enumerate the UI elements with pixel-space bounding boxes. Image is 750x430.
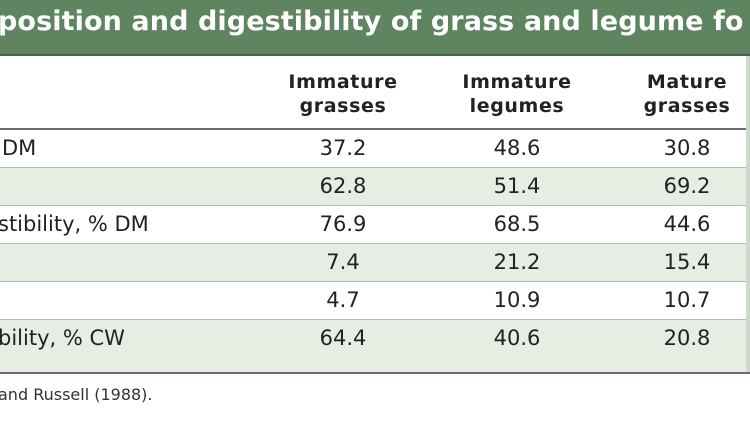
table-row: 7.4 21.2 15.4 (0, 244, 750, 282)
table-cell: 51.4 (493, 174, 541, 198)
table-cell: 15.4 (663, 250, 711, 274)
table-cell: 10.9 (493, 288, 541, 312)
column-header-line1: Immature (288, 71, 398, 93)
column-header-immature-legumes: Immature legumes (442, 70, 592, 118)
table-row: 62.8 51.4 69.2 (0, 168, 750, 206)
table-cell: 21.2 (493, 250, 541, 274)
table-cell: 4.7 (326, 288, 360, 312)
table-row: 4.7 10.9 10.7 (0, 282, 750, 320)
table-cell: 68.5 (493, 212, 541, 236)
table-cell: 48.6 (493, 136, 541, 160)
table-cell: 40.6 (493, 326, 541, 350)
table-row: stibility, % DM 76.9 68.5 44.6 (0, 206, 750, 244)
table-cell: 44.6 (663, 212, 711, 236)
table-cell: 69.2 (663, 174, 711, 198)
column-header-line2: grasses (299, 95, 387, 117)
column-header-line2: legumes (469, 95, 565, 117)
table-title: position and digestibility of grass and … (0, 6, 744, 37)
table-cell: 62.8 (319, 174, 367, 198)
column-header-line1: Mature (646, 71, 728, 93)
column-header-line1: Immature (462, 71, 572, 93)
table-header-row: Immature grasses Immature legumes Mature… (0, 56, 750, 130)
column-header-immature-grasses: Immature grasses (268, 70, 418, 118)
row-label: bility, % CW (0, 326, 125, 350)
table-footnote: and Russell (1988). (0, 385, 153, 404)
row-label: DM (2, 136, 37, 160)
table-cell: 10.7 (663, 288, 711, 312)
table-cell: 37.2 (319, 136, 367, 160)
table-cell: 20.8 (663, 326, 711, 350)
table-cell: 7.4 (326, 250, 360, 274)
table-cell: 76.9 (319, 212, 367, 236)
column-header-line2: grasses (643, 95, 731, 117)
table-row: DM 37.2 48.6 30.8 (0, 130, 750, 168)
row-label: stibility, % DM (0, 212, 149, 236)
table-row: bility, % CW 64.4 40.6 20.8 (0, 320, 750, 372)
table-edge-shadow (746, 56, 750, 372)
column-header-mature-grasses: Mature grasses (612, 70, 750, 118)
table-cell: 30.8 (663, 136, 711, 160)
table-title-bar: position and digestibility of grass and … (0, 0, 750, 56)
table-footnote-bar: and Russell (1988). (0, 372, 750, 430)
table-cell: 64.4 (319, 326, 367, 350)
